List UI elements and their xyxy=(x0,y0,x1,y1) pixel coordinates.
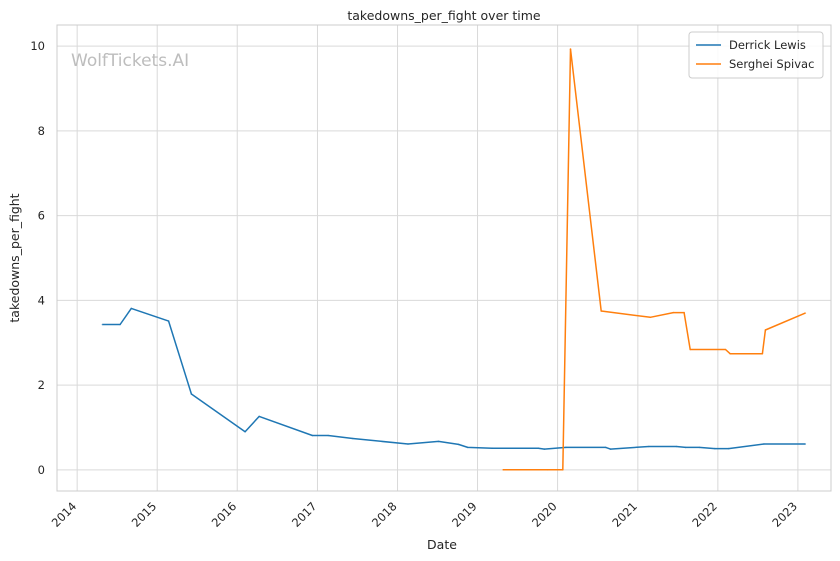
data-point-derrick-lewis xyxy=(727,447,730,450)
x-tick-label: 2015 xyxy=(129,499,160,530)
data-point-derrick-lewis xyxy=(804,443,807,445)
y-tick-label: 6 xyxy=(38,209,45,223)
data-point-derrick-lewis xyxy=(101,323,104,326)
data-point-derrick-lewis xyxy=(605,446,607,449)
x-tick-label: 2021 xyxy=(609,499,640,530)
plot-frame xyxy=(56,24,832,492)
data-point-derrick-lewis xyxy=(491,447,494,450)
x-tick-label: 2022 xyxy=(689,499,720,530)
data-point-derrick-lewis xyxy=(407,443,409,445)
x-tick-label: 2023 xyxy=(769,499,800,530)
series-line-derrick-lewis xyxy=(102,307,806,450)
data-point-derrick-lewis xyxy=(327,434,330,437)
data-point-derrick-lewis xyxy=(675,445,678,448)
x-tick-label: 2018 xyxy=(369,499,400,530)
legend-box xyxy=(688,31,824,79)
series-layer xyxy=(101,48,807,471)
data-point-derrick-lewis xyxy=(119,323,121,326)
data-point-derrick-lewis xyxy=(648,445,650,448)
data-point-serghei-spivac xyxy=(729,352,731,355)
data-point-serghei-spivac xyxy=(562,469,564,471)
data-point-serghei-spivac xyxy=(764,329,767,331)
x-tick-label: 2019 xyxy=(449,499,480,530)
data-point-serghei-spivac xyxy=(689,348,691,351)
data-point-derrick-lewis xyxy=(698,446,701,449)
y-tick-label: 4 xyxy=(38,293,45,307)
x-tick-labels: 2014 2015 2016 2017 2018 2019 2020 2021 2022 2023 xyxy=(49,499,800,530)
legend-label-serghei-spivac: Serghei Spivac xyxy=(729,57,814,71)
legend-label-derrick-lewis: Derrick Lewis xyxy=(729,38,806,52)
data-point-derrick-lewis xyxy=(311,434,314,437)
data-point-derrick-lewis xyxy=(437,440,440,443)
data-point-serghei-spivac xyxy=(761,352,764,355)
data-point-serghei-spivac xyxy=(683,311,685,314)
y-tick-label: 10 xyxy=(30,39,45,53)
x-tick-label: 2016 xyxy=(209,499,240,530)
data-point-serghei-spivac xyxy=(600,310,602,312)
plot-background xyxy=(57,25,831,491)
data-point-derrick-lewis xyxy=(167,320,170,322)
data-point-derrick-lewis xyxy=(244,430,246,433)
x-tick-label: 2020 xyxy=(529,499,560,530)
series-line-serghei-spivac xyxy=(503,48,806,471)
data-point-derrick-lewis xyxy=(714,447,716,450)
y-tick-label: 0 xyxy=(38,463,45,477)
data-point-derrick-lewis xyxy=(609,448,612,450)
y-tick-label: 8 xyxy=(38,124,45,138)
x-tick-label: 2014 xyxy=(49,499,80,530)
x-tick-label: 2017 xyxy=(289,499,320,530)
data-point-serghei-spivac xyxy=(649,316,652,319)
x-axis-title: Date xyxy=(427,537,457,552)
grid-lines xyxy=(57,25,831,491)
data-point-serghei-spivac xyxy=(724,348,727,351)
data-point-derrick-lewis xyxy=(684,446,687,449)
data-point-serghei-spivac xyxy=(804,312,807,314)
data-point-derrick-lewis xyxy=(258,415,261,418)
data-point-derrick-lewis xyxy=(352,437,354,440)
data-point-derrick-lewis xyxy=(565,446,567,449)
data-point-derrick-lewis xyxy=(130,307,133,310)
watermark: WolfTickets.AI xyxy=(71,51,189,71)
chart-title: takedowns_per_fight over time xyxy=(347,8,541,23)
data-point-serghei-spivac xyxy=(546,469,549,471)
data-point-derrick-lewis xyxy=(466,446,469,449)
y-tick-labels: 0 2 4 6 8 10 xyxy=(30,39,45,477)
data-point-derrick-lewis xyxy=(457,443,460,446)
data-point-serghei-spivac xyxy=(569,48,572,50)
data-point-serghei-spivac xyxy=(672,311,675,314)
legend: Derrick Lewis Serghei Spivac xyxy=(688,31,824,79)
data-point-derrick-lewis xyxy=(537,447,540,450)
y-axis-title: takedowns_per_fight xyxy=(7,193,22,322)
data-point-derrick-lewis xyxy=(763,443,765,445)
data-point-derrick-lewis xyxy=(190,393,193,395)
data-point-serghei-spivac xyxy=(502,469,504,471)
data-point-derrick-lewis xyxy=(543,448,546,450)
y-tick-label: 2 xyxy=(38,378,45,392)
